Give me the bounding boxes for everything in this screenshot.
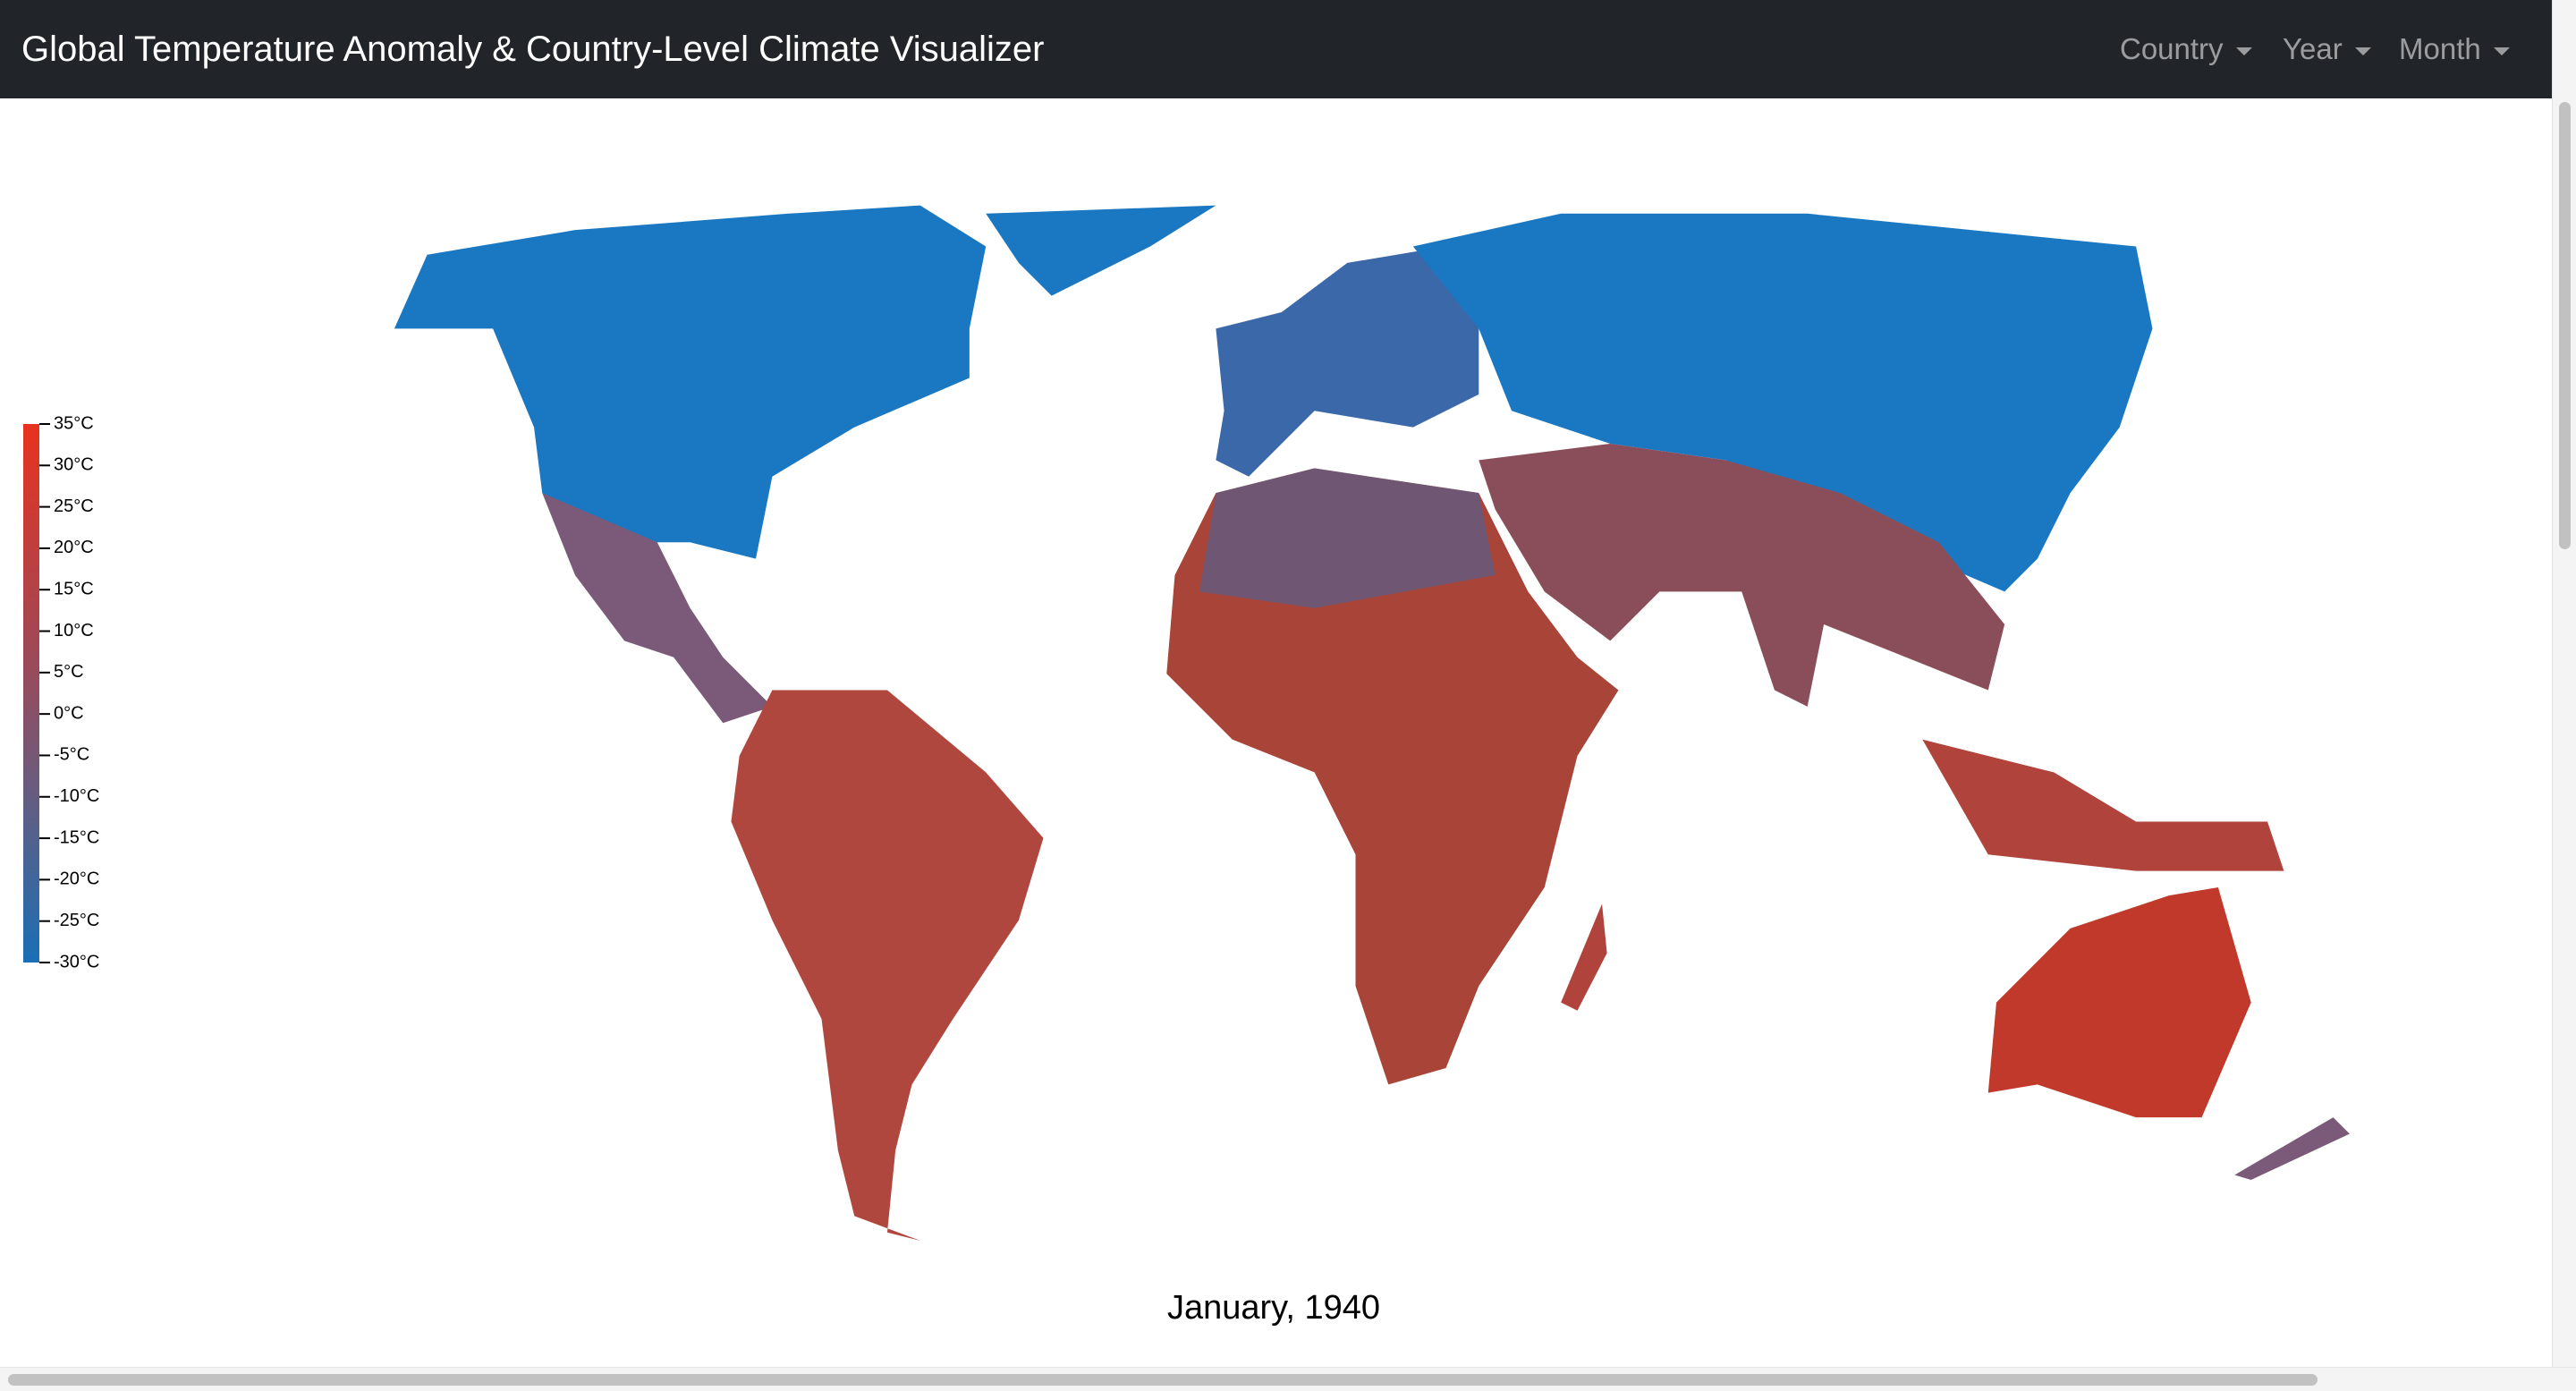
europe[interactable] — [1216, 246, 1479, 477]
north-asia[interactable] — [1412, 213, 2153, 592]
legend-bar — [23, 424, 39, 963]
scroll-thumb[interactable] — [2559, 102, 2571, 549]
legend-tick-label: -15°C — [54, 827, 99, 847]
scroll-thumb[interactable] — [8, 1374, 2318, 1386]
year-menu[interactable]: Year — [2283, 0, 2371, 98]
app-title: Global Temperature Anomaly & Country-Lev… — [21, 30, 1045, 69]
legend-tick-label: -25°C — [54, 911, 99, 930]
caret — [2493, 47, 2510, 55]
legend-tick-label: -20°C — [54, 869, 99, 889]
menu-label: Year — [2283, 32, 2343, 65]
menu-label: Country — [2120, 32, 2224, 65]
southeast-asia[interactable] — [1922, 739, 2284, 871]
date-caption: January, 1940 — [1167, 1289, 1380, 1327]
country-menu[interactable]: Country — [2120, 0, 2252, 98]
australia[interactable] — [1987, 886, 2251, 1118]
vertical-scrollbar[interactable] — [2552, 0, 2576, 1367]
madagascar[interactable] — [1561, 903, 1607, 1011]
caret — [2354, 47, 2371, 55]
legend-tick-label: -30°C — [54, 952, 99, 971]
north-africa[interactable] — [1199, 468, 1496, 608]
caret — [2235, 47, 2252, 55]
world-map — [394, 205, 2350, 1241]
africa[interactable] — [1166, 468, 1619, 1085]
legend-tick-label: -5°C — [54, 745, 89, 765]
legend-tick-label: 20°C — [54, 538, 94, 557]
map-area: 35°C 30°C 25°C 20°C 15°C 10°C 5°C 0°C -5°C -10°C -… — [23, 205, 2350, 1327]
legend-tick-label: 30°C — [54, 455, 94, 475]
new-zealand[interactable] — [2234, 1117, 2350, 1180]
navbar: Global Temperature Anomaly & Country-Lev… — [0, 0, 2552, 98]
menu-label: Month — [2399, 32, 2481, 65]
legend-tick-label: -10°C — [54, 786, 99, 806]
legend-tick-label: 5°C — [54, 662, 84, 682]
legend-tick-label: 25°C — [54, 496, 94, 516]
legend-tick-label: 15°C — [54, 580, 94, 599]
north-america[interactable] — [394, 205, 987, 559]
legend-tick-label: 10°C — [54, 621, 94, 640]
central-america[interactable] — [542, 493, 773, 724]
legend-tick-label: 0°C — [54, 703, 84, 723]
legend-tick-label: 35°C — [54, 413, 94, 433]
south-asia[interactable] — [1479, 443, 2005, 707]
color-legend: 35°C 30°C 25°C 20°C 15°C 10°C 5°C 0°C -5°C -10°C -… — [23, 413, 99, 971]
greenland[interactable] — [986, 205, 1216, 296]
south-america[interactable] — [731, 690, 1044, 1241]
horizontal-scrollbar[interactable] — [0, 1367, 2576, 1391]
month-menu[interactable]: Month — [2399, 0, 2510, 98]
